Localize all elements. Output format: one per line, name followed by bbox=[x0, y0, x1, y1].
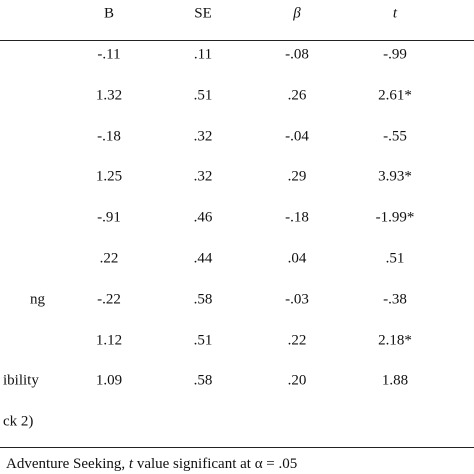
table-cell: 1.25 bbox=[95, 168, 123, 185]
footnote-text: t bbox=[128, 456, 134, 472]
table-cell: .51 bbox=[385, 250, 405, 267]
row-label: ng bbox=[30, 291, 45, 308]
table-cell: -.38 bbox=[383, 291, 407, 308]
table-cell: .32 bbox=[193, 168, 213, 185]
table-cell: .46 bbox=[193, 209, 213, 226]
row-label: ck 2) bbox=[3, 413, 34, 430]
table-cell: -.04 bbox=[285, 128, 309, 145]
table-cell: -.18 bbox=[285, 209, 309, 226]
table-cell: 3.93* bbox=[378, 168, 412, 185]
table-cell: .22 bbox=[99, 250, 119, 267]
table-cell: 2.61* bbox=[378, 87, 412, 104]
footnote-text: Adventure Seeking, bbox=[6, 456, 126, 472]
footnote: Adventure Seeking, t value significant a… bbox=[6, 456, 297, 473]
column-header: SE bbox=[194, 5, 212, 22]
column-header: B bbox=[103, 5, 115, 22]
table-cell: 1.12 bbox=[95, 332, 123, 349]
table-cell: .26 bbox=[287, 87, 307, 104]
table-cell: .51 bbox=[193, 87, 213, 104]
table-cell: -.99 bbox=[383, 46, 407, 63]
table-cell: -1.99* bbox=[375, 209, 415, 226]
table-cell: .29 bbox=[287, 168, 307, 185]
row-label: ibility bbox=[3, 372, 39, 389]
table-cell: -.55 bbox=[383, 128, 407, 145]
table-cell: .20 bbox=[287, 372, 307, 389]
table-cell: -.22 bbox=[97, 291, 121, 308]
table-cell: .58 bbox=[193, 372, 213, 389]
table-cell: .51 bbox=[193, 332, 213, 349]
header-rule bbox=[0, 40, 474, 41]
table-cell: 1.88 bbox=[381, 372, 409, 389]
table-cell: .04 bbox=[287, 250, 307, 267]
table-cell: .58 bbox=[193, 291, 213, 308]
column-header: β bbox=[293, 5, 301, 22]
table-cell: -.18 bbox=[97, 128, 121, 145]
table-cell: -.03 bbox=[285, 291, 309, 308]
table-cell: 1.09 bbox=[95, 372, 123, 389]
table-cell: .22 bbox=[287, 332, 307, 349]
table-cell: 1.32 bbox=[95, 87, 123, 104]
table-cell: -.11 bbox=[97, 46, 121, 63]
bottom-rule bbox=[0, 447, 474, 448]
footnote-text: value significant at α = .05 bbox=[136, 456, 298, 472]
column-header: t bbox=[392, 5, 398, 22]
table-cell: .32 bbox=[193, 128, 213, 145]
table-cell: .44 bbox=[193, 250, 213, 267]
table-cell: 2.18* bbox=[378, 332, 412, 349]
table-cell: -.91 bbox=[97, 209, 121, 226]
table-cell: .11 bbox=[193, 46, 213, 63]
table-cell: -.08 bbox=[285, 46, 309, 63]
